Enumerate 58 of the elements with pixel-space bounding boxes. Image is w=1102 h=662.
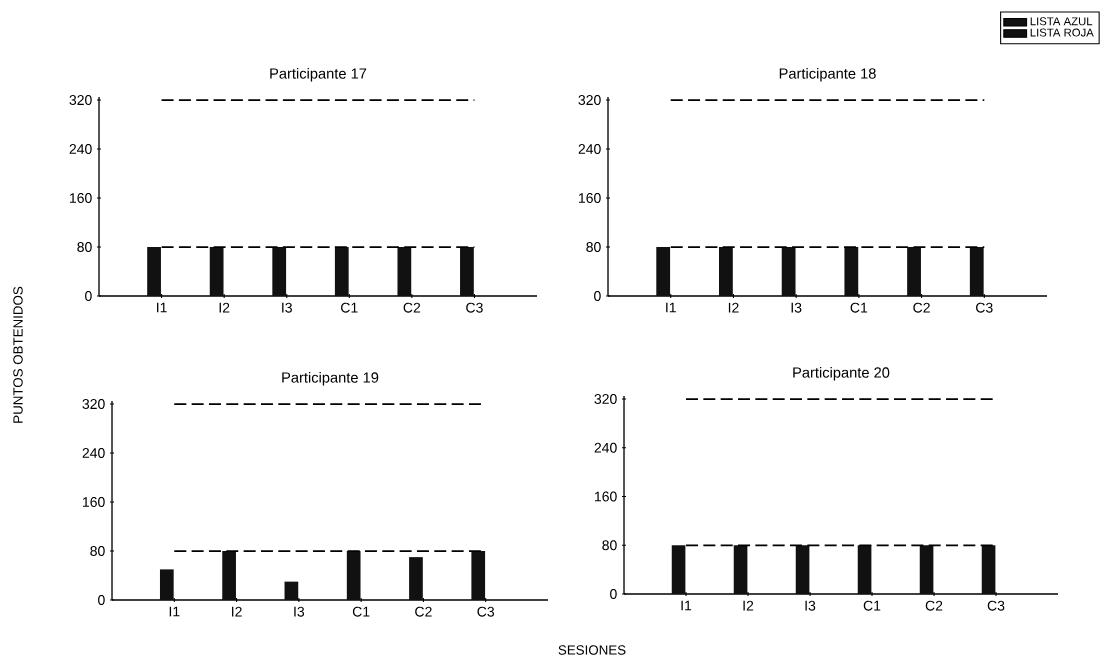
x-tick-label: I3	[294, 606, 305, 617]
y-tick-label: 240	[578, 144, 601, 155]
x-tick-label: I1	[666, 302, 676, 313]
x-tick-label: C3	[477, 606, 495, 617]
y-tick-label: 160	[579, 193, 601, 203]
x-tick-label: C3	[987, 600, 1005, 611]
chart-title: Participante 20	[793, 366, 890, 381]
chart-title: Participante 19	[282, 371, 379, 386]
x-tick-label: C1	[341, 302, 358, 313]
x-tick-label: I2	[232, 606, 242, 617]
x-tick-label: I2	[728, 302, 739, 313]
x-tick-label: C1	[863, 600, 881, 611]
y-tick-label: 240	[594, 442, 617, 453]
y-tick-label: 80	[90, 546, 105, 556]
x-tick-label: I1	[681, 600, 692, 611]
y-tick-label: 320	[594, 394, 617, 405]
x-tick-label: C2	[415, 606, 432, 617]
y-tick-label: 80	[586, 242, 601, 252]
y-tick-label: 320	[69, 95, 92, 106]
x-tick-label: C3	[976, 302, 993, 313]
bar	[222, 551, 236, 600]
y-tick-label: 0	[85, 291, 92, 301]
bar	[159, 569, 174, 600]
x-tick-label: C1	[850, 302, 868, 313]
y-tick-label: 160	[70, 193, 92, 203]
bar	[346, 551, 361, 600]
x-axis-title: SESIONES	[558, 645, 626, 655]
x-tick-label: C2	[913, 302, 930, 313]
x-tick-label: C2	[925, 600, 943, 611]
x-tick-label: I3	[791, 302, 802, 313]
x-tick-label: C3	[466, 302, 483, 313]
y-tick-label: 320	[578, 95, 601, 106]
y-tick-label: 0	[98, 595, 105, 605]
x-tick-label: I3	[805, 600, 816, 611]
x-tick-label: I2	[743, 600, 754, 611]
x-tick-label: I1	[169, 606, 180, 617]
y-tick-label: 240	[82, 448, 105, 459]
chart-title: Participante 18	[779, 67, 876, 82]
y-axis-title: PUNTOS OBTENIDOS	[13, 286, 23, 423]
y-tick-label: 240	[69, 144, 92, 155]
y-tick-label: 160	[83, 497, 105, 507]
bar	[409, 557, 423, 600]
y-tick-label: 80	[77, 242, 92, 252]
y-tick-label: 160	[595, 491, 617, 502]
x-tick-label: I1	[157, 302, 167, 313]
legend-label: LISTA AZUL	[1030, 17, 1093, 26]
y-tick-label: 0	[610, 589, 617, 599]
x-tick-label: I2	[219, 302, 230, 313]
x-tick-label: C2	[403, 302, 421, 313]
x-tick-label: C1	[352, 606, 370, 617]
chart-title: Participante 17	[270, 67, 367, 82]
y-tick-label: 320	[82, 399, 105, 410]
bar	[471, 551, 486, 600]
legend-label: LISTA ROJA	[1030, 28, 1094, 37]
x-tick-label: I3	[282, 302, 292, 313]
y-tick-label: 80	[602, 540, 617, 551]
bar	[284, 581, 299, 600]
y-tick-label: 0	[594, 291, 601, 301]
